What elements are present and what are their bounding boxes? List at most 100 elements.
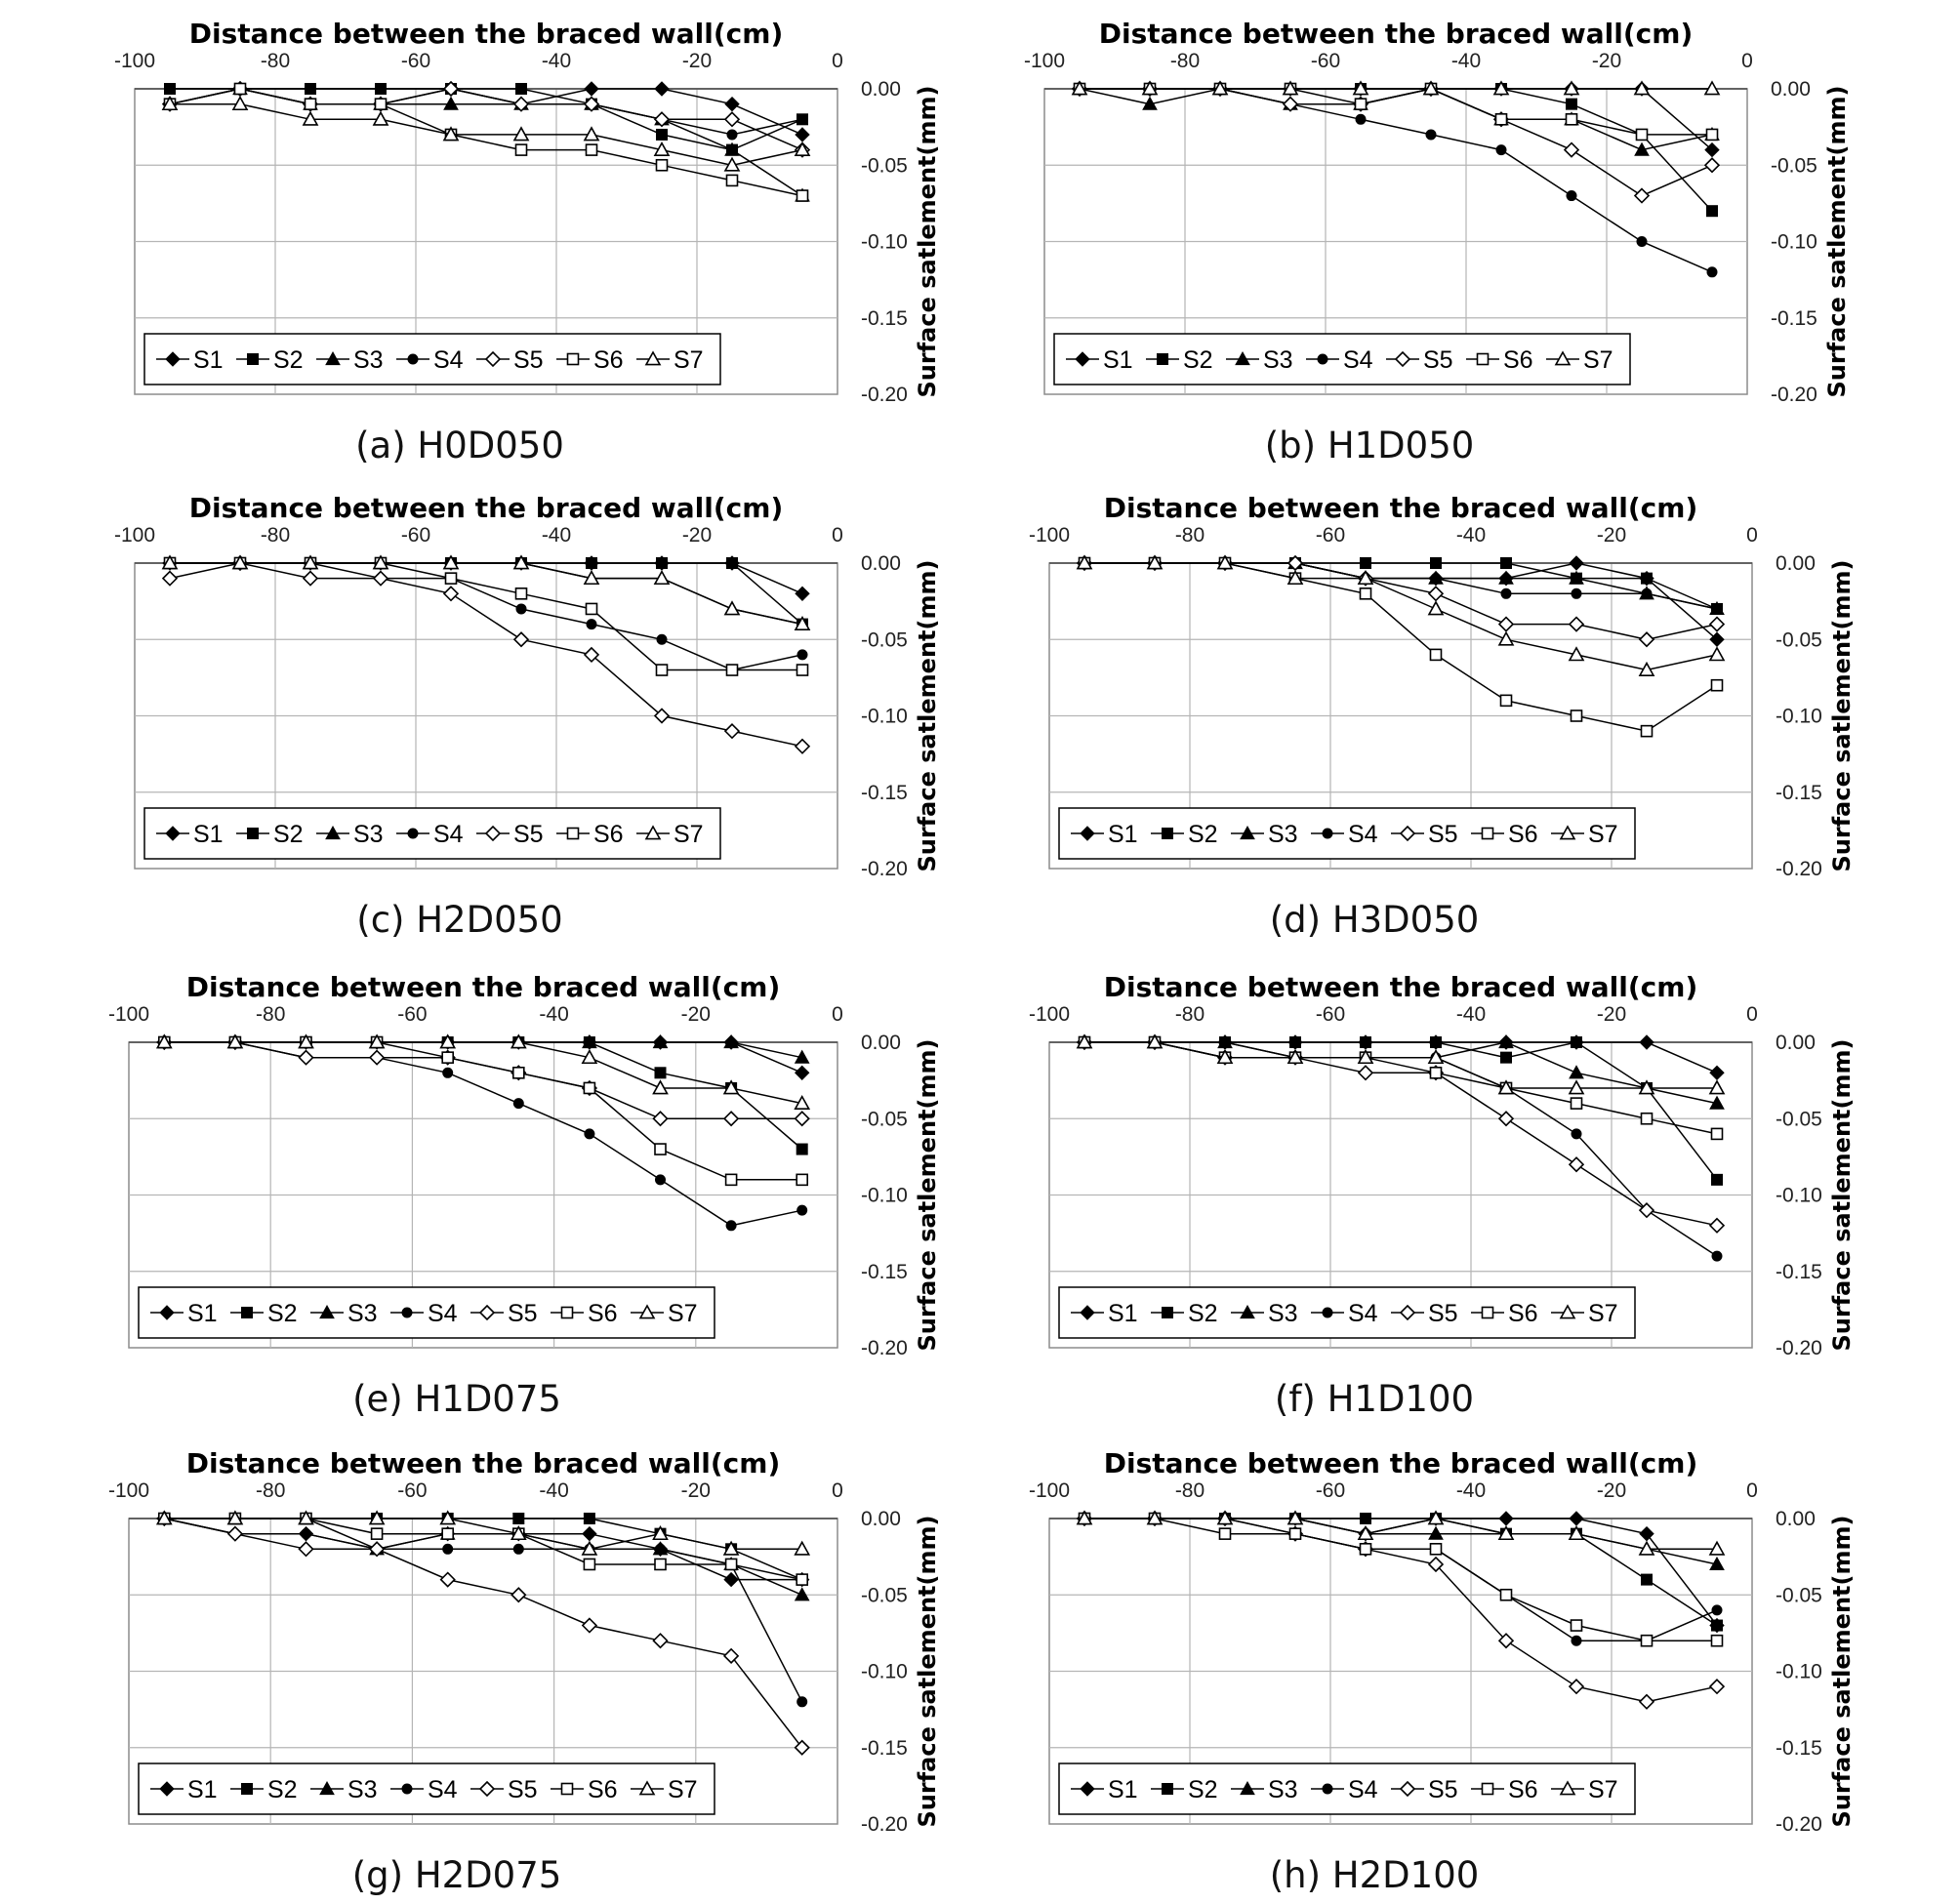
data-point-s4 [1500,587,1512,599]
legend-label-s6: S6 [1503,346,1533,374]
panel-caption: (h) H2D100 [1270,1854,1480,1896]
data-point-s4 [164,83,176,95]
data-point-s4 [1495,144,1507,156]
legend-marker-s3 [325,350,341,366]
data-point-s7 [298,1510,314,1525]
y-tick-label: 0.00 [1776,1508,1816,1530]
x-tick-label: -100 [1029,524,1070,547]
series-line-s7 [170,102,803,167]
data-point-s7 [512,126,530,142]
legend-marker-s7 [644,825,662,840]
y-tick-label: -0.20 [861,1813,908,1836]
data-point-s4 [725,1220,737,1232]
legend-marker-s2 [1157,353,1168,365]
data-point-s7 [1427,1510,1445,1525]
data-point-s1 [584,81,599,97]
data-point-s3 [723,1033,739,1049]
data-point-s5 [581,1617,598,1634]
data-point-s7 [442,554,460,570]
data-point-s2 [1571,1036,1582,1048]
chart-title: Distance between the braced wall(cm) [1104,971,1698,1003]
data-point-s7 [1211,80,1229,96]
legend-label-s6: S6 [1508,1300,1538,1327]
data-point-s5 [372,570,389,587]
data-point-s7 [510,1525,527,1541]
data-point-s3 [794,1049,810,1064]
data-point-s2 [654,1067,667,1079]
data-point-s5 [1497,1111,1515,1127]
data-point-s7 [1563,80,1580,96]
legend-marker-s5 [1394,350,1411,368]
y-tick-label: -0.20 [1776,1813,1822,1836]
data-point-s1 [724,96,740,112]
data-point-s4 [301,1528,311,1540]
legend-label-s5: S5 [1428,821,1458,848]
data-point-s7 [1708,1540,1726,1556]
legend-label-s3: S3 [347,1776,378,1803]
data-point-s4 [1430,573,1442,585]
x-tick-label: -60 [397,1479,427,1502]
data-point-s5 [652,1111,669,1127]
data-point-s7 [439,1033,457,1049]
data-point-s7 [1357,1525,1374,1541]
x-tick-label: -40 [542,50,571,72]
data-point-s1 [1639,1525,1654,1542]
legend-marker-s2 [241,1307,253,1318]
x-tick-label: 0 [1741,50,1753,72]
legend-label-s1: S1 [1108,821,1138,848]
legend-marker-s5 [484,350,502,368]
chart-title: Distance between the braced wall(cm) [1104,1447,1698,1479]
x-tick-label: -20 [1597,1479,1626,1502]
data-point-s5 [722,1111,740,1127]
legend-label-s7: S7 [668,1300,698,1327]
legend-marker-s6 [1476,352,1490,366]
data-point-s6 [1565,113,1578,126]
data-point-s5 [226,1525,244,1542]
data-point-s1 [582,1525,597,1542]
data-point-s7 [794,615,811,631]
legend-label-s3: S3 [1263,346,1293,374]
chart-panel-f: Distance between the braced wall(cm) -100… [1029,971,1856,1420]
data-point-s6 [585,143,598,156]
data-point-s7 [794,1540,811,1556]
y-axis-label: Surface satlement(mm) [1823,86,1851,398]
data-point-s2 [656,557,668,569]
data-point-s3 [1428,1525,1444,1540]
data-point-s4 [1355,113,1367,125]
x-tick-label: 0 [832,1003,843,1026]
x-tick-label: -60 [401,50,430,72]
data-point-s4 [1711,1250,1723,1262]
data-point-s2 [1360,1513,1371,1524]
y-tick-label: -0.15 [1776,1737,1822,1760]
data-point-s1 [1704,142,1720,158]
data-point-s7 [302,554,319,570]
x-tick-label: -60 [401,524,430,547]
legend-label-s3: S3 [353,346,384,374]
data-point-s4 [305,83,316,95]
legend-label-s4: S4 [428,1300,458,1327]
y-tick-label: -0.15 [861,1737,908,1760]
data-point-s7 [581,1049,598,1065]
data-point-s4 [1571,1635,1582,1646]
legend-label-s1: S1 [1103,346,1133,374]
chart-title: Distance between the braced wall(cm) [1104,492,1698,524]
y-tick-label: -0.05 [861,154,908,177]
data-point-s3 [1498,1033,1514,1049]
data-point-s6 [444,572,458,585]
x-tick-label: 0 [1746,1479,1758,1502]
legend-marker-s2 [1162,1783,1173,1795]
legend-marker-s3 [319,1304,335,1319]
data-point-s5 [1357,1065,1374,1081]
x-tick-label: -40 [1456,524,1486,547]
data-point-s3 [652,1033,669,1049]
data-point-s6 [724,1173,738,1187]
data-point-s7 [1427,600,1445,616]
x-tick-label: -80 [256,1479,285,1502]
data-point-s6 [1359,1543,1372,1556]
x-tick-label: -80 [1170,50,1200,72]
x-tick-label: -40 [539,1479,568,1502]
data-point-s6 [1710,678,1724,692]
legend-marker-s7 [638,1304,656,1319]
x-tick-label: 0 [832,524,843,547]
